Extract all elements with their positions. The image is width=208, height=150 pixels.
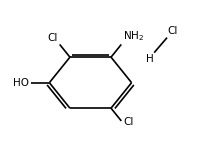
Text: Cl: Cl <box>123 117 133 127</box>
Text: H: H <box>146 54 153 64</box>
Text: NH$_2$: NH$_2$ <box>123 29 144 43</box>
Text: Cl: Cl <box>48 33 58 43</box>
Text: HO: HO <box>13 78 29 88</box>
Text: Cl: Cl <box>168 27 178 36</box>
